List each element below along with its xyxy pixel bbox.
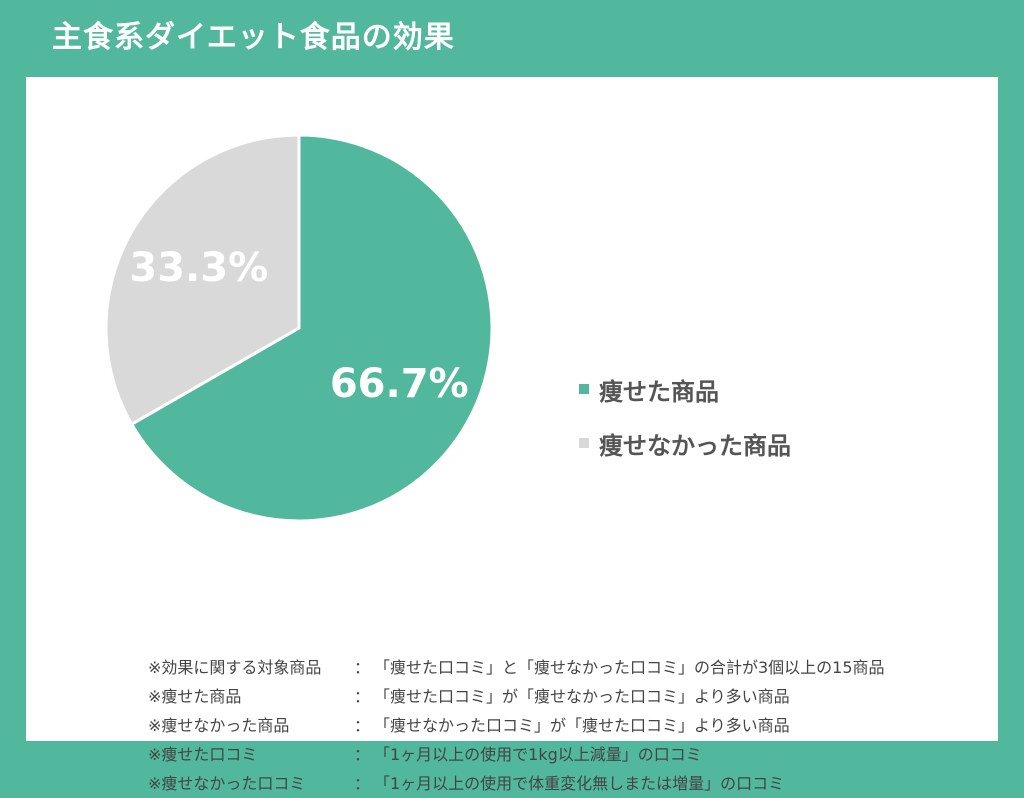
legend-item-thin: 痩せた商品	[579, 371, 791, 407]
note-colon: ：	[353, 774, 370, 793]
note-row: ※痩せた口コミ ： 「1ヶ月以上の使用で1kg以上減量」の口コミ	[148, 740, 885, 769]
note-row: ※痩せなかった商品 ： 「痩せなかった口コミ」が「痩せた口コミ」より多い商品	[148, 711, 885, 740]
pie-label-not-thin: 33.3%	[129, 245, 268, 291]
note-desc: 「痩せた口コミ」が「痩せなかった口コミ」より多い商品	[374, 687, 790, 706]
notes: ※効果に関する対象商品 ： 「痩せた口コミ」と「痩せなかった口コミ」の合計が3個…	[148, 653, 885, 798]
note-desc: 「痩せなかった口コミ」が「痩せた口コミ」より多い商品	[374, 716, 790, 735]
note-row: ※効果に関する対象商品 ： 「痩せた口コミ」と「痩せなかった口コミ」の合計が3個…	[148, 653, 885, 682]
legend-label-thin: 痩せた商品	[599, 377, 719, 406]
note-term: ※痩せた商品	[148, 687, 242, 706]
note-term: ※効果に関する対象商品	[148, 658, 322, 677]
legend-swatch-thin	[579, 384, 589, 394]
pie-slice-thin	[129, 133, 494, 523]
note-colon: ：	[353, 658, 370, 677]
note-desc: 「1ヶ月以上の使用で体重変化無しまたは増量」の口コミ	[374, 774, 785, 793]
note-term: ※痩せなかった口コミ	[148, 774, 306, 793]
note-colon: ：	[353, 687, 370, 706]
note-desc: 「痩せた口コミ」と「痩せなかった口コミ」の合計が3個以上の15商品	[374, 658, 885, 677]
note-row: ※痩せなかった口コミ ： 「1ヶ月以上の使用で体重変化無しまたは増量」の口コミ	[148, 769, 885, 798]
pie-slice-not-thin	[104, 133, 301, 427]
note-colon: ：	[353, 745, 370, 764]
legend-label-not-thin: 痩せなかった商品	[599, 431, 791, 460]
note-term: ※痩せた口コミ	[148, 745, 258, 764]
pie-label-thin: 66.7%	[330, 361, 469, 407]
note-desc: 「1ヶ月以上の使用で1kg以上減量」の口コミ	[374, 745, 702, 764]
note-term: ※痩せなかった商品	[148, 716, 290, 735]
chart-title: 主食系ダイエット食品の効果	[52, 20, 455, 55]
legend: 痩せた商品 痩せなかった商品	[579, 371, 791, 479]
chart-panel: 66.7% 33.3% 痩せた商品 痩せなかった商品 ※効果に関する対象商品 ： …	[26, 77, 998, 793]
legend-item-not-thin: 痩せなかった商品	[579, 425, 791, 461]
legend-swatch-not-thin	[579, 438, 589, 448]
pie-chart: 66.7% 33.3%	[104, 133, 494, 523]
note-row: ※痩せた商品 ： 「痩せた口コミ」が「痩せなかった口コミ」より多い商品	[148, 682, 885, 711]
note-colon: ：	[353, 716, 370, 735]
